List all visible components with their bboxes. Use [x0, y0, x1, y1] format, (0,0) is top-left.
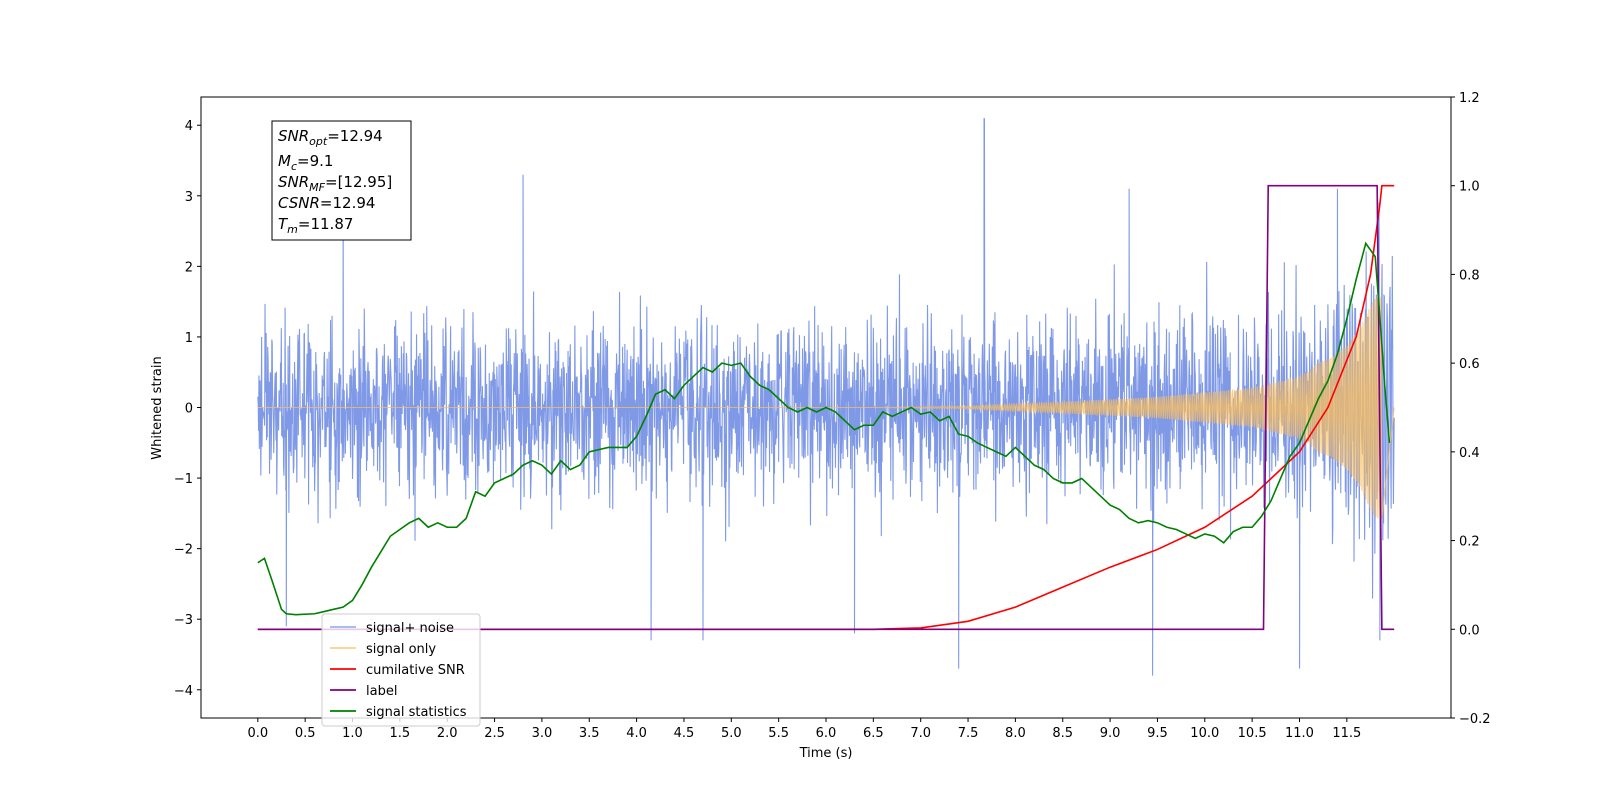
y-right-tick-label: −0.2 [1459, 712, 1491, 727]
y-right-tick-label: 0.4 [1459, 446, 1480, 461]
x-tick-label: 6.0 [816, 726, 837, 741]
legend-label-cumilative-snr: cumilative SNR [366, 663, 465, 678]
x-tick-label: 7.5 [958, 726, 979, 741]
annotation-line: Tm=11.87 [278, 215, 353, 236]
x-tick-label: 5.5 [768, 726, 789, 741]
legend-label-signal-only: signal only [366, 642, 436, 657]
y-right-tick-label: 1.2 [1459, 91, 1480, 106]
x-tick-label: 9.5 [1147, 726, 1168, 741]
y-left-tick-label: −1 [174, 472, 193, 487]
x-tick-label: 4.0 [626, 726, 647, 741]
annotation-box: SNRopt=12.94 Mc=9.1SNRMF=[12.95]CSNR=12.9… [271, 120, 412, 241]
x-tick-label: 0.5 [295, 726, 316, 741]
y-right-tick-label: 0.0 [1459, 623, 1480, 638]
annotation-frame [271, 120, 412, 241]
x-tick-label: 4.5 [674, 726, 695, 741]
x-tick-label: 9.0 [1100, 726, 1121, 741]
legend-label-label: label [366, 684, 397, 699]
y-left-tick-label: 2 [185, 260, 193, 275]
x-axis: 0.0 0.5 1.0 1.5 2.0 2.5 3.0 3.5 4.0 4.5 5.0 5.5 6.0 6… [247, 718, 1361, 741]
x-tick-label: 2.5 [484, 726, 505, 741]
annotation-line: Mc=9.1 [278, 152, 333, 173]
y-left-tick-label: 1 [185, 331, 193, 346]
y-axis-title: Whitened strain [150, 356, 165, 459]
x-tick-label: 5.0 [721, 726, 742, 741]
x-tick-label: 0.0 [247, 726, 268, 741]
x-tick-label: 8.0 [1005, 726, 1026, 741]
x-tick-label: 3.0 [532, 726, 553, 741]
x-tick-label: 8.5 [1052, 726, 1073, 741]
legend-label-signal-noise: signal+ noise [366, 621, 454, 636]
y-axis-left: −4 −3 −2 −1 0 1 2 3 4 [174, 119, 201, 699]
x-tick-label: 11.0 [1285, 726, 1314, 741]
y-right-tick-label: 1.0 [1459, 180, 1480, 195]
annotation-line: CSNR=12.94 [278, 194, 375, 212]
signal-statistics-line [257, 241, 1391, 616]
annotation-line: SNRMF=[12.95] [278, 173, 392, 194]
y-right-tick-label: 0.2 [1459, 535, 1480, 550]
legend-label-signal-statistics: signal statistics [366, 705, 467, 720]
x-tick-label: 6.5 [863, 726, 884, 741]
y-left-tick-label: −2 [174, 543, 193, 558]
y-left-tick-label: 0 [185, 402, 193, 417]
x-tick-label: 1.0 [342, 726, 363, 741]
x-tick-label: 3.5 [579, 726, 600, 741]
signal-trace [257, 296, 1395, 520]
signal-only-line [257, 296, 1395, 520]
x-tick-label: 1.5 [390, 726, 411, 741]
y-axis-right: −0.2 0.0 0.2 0.4 0.6 0.8 1.0 1.2 [1451, 91, 1491, 727]
x-axis-title: Time (s) [799, 746, 853, 761]
cumilative-snr-line [257, 184, 1395, 631]
signal-plus-noise-line [257, 118, 1395, 676]
legend-frame [321, 613, 481, 727]
x-tick-label: 10.0 [1190, 726, 1219, 741]
x-tick-label: 2.0 [437, 726, 458, 741]
x-tick-label: 10.5 [1238, 726, 1267, 741]
x-tick-label: 7.0 [910, 726, 931, 741]
y-left-tick-label: 3 [185, 190, 193, 205]
y-left-tick-label: 4 [185, 119, 193, 134]
noise-trace [257, 118, 1395, 676]
y-right-tick-label: 0.8 [1459, 268, 1480, 283]
y-left-tick-label: −4 [174, 684, 193, 699]
x-tick-label: 11.5 [1332, 726, 1361, 741]
y-right-tick-label: 0.6 [1459, 357, 1480, 372]
label-line [257, 184, 1395, 631]
annotation-line: SNRopt=12.94 [278, 127, 383, 148]
legend: signal+ noise signal only cumilative SNR la… [321, 613, 481, 727]
y-left-tick-label: −3 [174, 613, 193, 628]
